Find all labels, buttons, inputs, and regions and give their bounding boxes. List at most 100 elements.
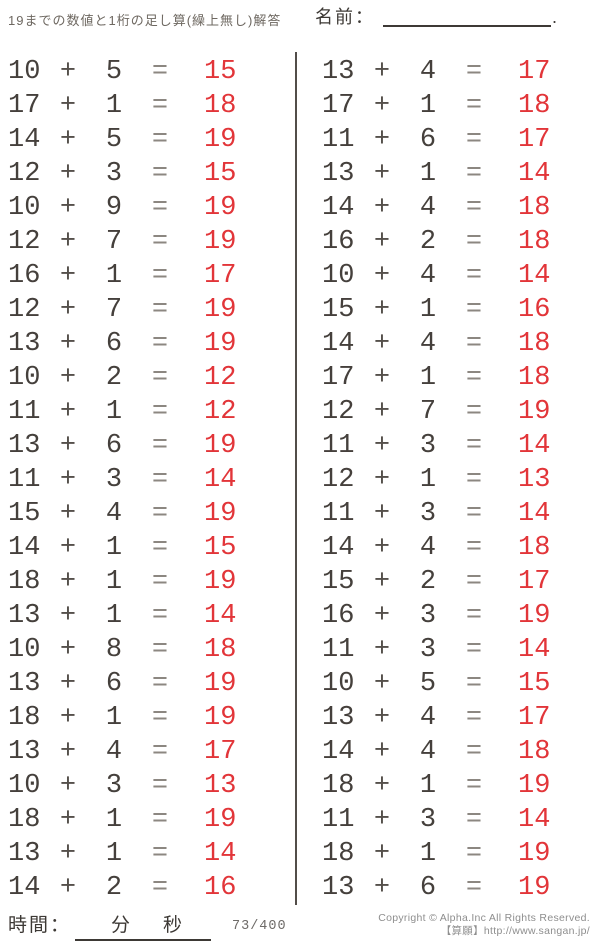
- operand-1: 12: [8, 227, 41, 257]
- equals-sign: =: [465, 839, 483, 869]
- operand-2: 5: [105, 57, 123, 87]
- operand-1: 18: [8, 703, 41, 733]
- equals-sign: =: [465, 601, 483, 631]
- plus-operator: +: [373, 431, 391, 461]
- plus-operator: +: [59, 669, 77, 699]
- operand-1: 11: [322, 125, 355, 155]
- answer-value: 14: [518, 805, 551, 835]
- plus-operator: +: [373, 499, 391, 529]
- equals-sign: =: [151, 329, 169, 359]
- operand-1: 14: [322, 193, 355, 223]
- problem-row: 14 +4 = 18: [322, 191, 572, 225]
- operand-1: 12: [8, 159, 41, 189]
- operand-1: 13: [8, 669, 41, 699]
- time-underline: 分秒: [75, 910, 212, 941]
- equals-sign: =: [151, 397, 169, 427]
- problem-row: 14 +2 = 16: [8, 871, 258, 905]
- problem-row: 18 +1 = 19: [322, 769, 572, 803]
- problem-row: 13 +6 = 19: [8, 429, 258, 463]
- operand-1: 14: [8, 533, 41, 563]
- answer-value: 14: [518, 159, 551, 189]
- plus-operator: +: [59, 873, 77, 903]
- problem-row: 17 +1 = 18: [322, 361, 572, 395]
- plus-operator: +: [59, 499, 77, 529]
- operand-1: 12: [322, 397, 355, 427]
- plus-operator: +: [59, 635, 77, 665]
- problem-row: 12 +7 = 19: [8, 225, 258, 259]
- problem-row: 12 +7 = 19: [8, 293, 258, 327]
- answer-value: 19: [518, 839, 551, 869]
- answer-value: 19: [204, 125, 237, 155]
- plus-operator: +: [59, 703, 77, 733]
- operand-2: 1: [419, 159, 437, 189]
- answer-value: 19: [518, 397, 551, 427]
- operand-1: 17: [322, 91, 355, 121]
- operand-2: 4: [419, 737, 437, 767]
- plus-operator: +: [373, 159, 391, 189]
- plus-operator: +: [59, 125, 77, 155]
- operand-1: 10: [8, 57, 41, 87]
- operand-2: 1: [419, 91, 437, 121]
- plus-operator: +: [59, 193, 77, 223]
- equals-sign: =: [151, 295, 169, 325]
- equals-sign: =: [465, 193, 483, 223]
- answer-value: 19: [204, 499, 237, 529]
- problem-row: 11 +6 = 17: [322, 123, 572, 157]
- operand-2: 3: [419, 431, 437, 461]
- equals-sign: =: [465, 737, 483, 767]
- operand-2: 3: [105, 159, 123, 189]
- problem-row: 13 +6 = 19: [8, 667, 258, 701]
- equals-sign: =: [151, 737, 169, 767]
- equals-sign: =: [465, 805, 483, 835]
- answer-value: 16: [518, 295, 551, 325]
- operand-1: 17: [8, 91, 41, 121]
- operand-2: 3: [105, 465, 123, 495]
- operand-2: 1: [105, 91, 123, 121]
- plus-operator: +: [373, 227, 391, 257]
- answer-value: 19: [518, 873, 551, 903]
- answer-value: 14: [204, 465, 237, 495]
- equals-sign: =: [151, 635, 169, 665]
- operand-1: 11: [8, 397, 41, 427]
- answer-value: 17: [204, 737, 237, 767]
- answer-value: 19: [204, 669, 237, 699]
- equals-sign: =: [465, 397, 483, 427]
- problems-column-right: 13 +4 = 17 17 +1 = 18 11 +6 = 17 13 +1 = 14 14 +4 = 18 16 +2 =…: [322, 55, 572, 905]
- answer-value: 17: [518, 125, 551, 155]
- plus-operator: +: [373, 771, 391, 801]
- operand-1: 13: [8, 431, 41, 461]
- equals-sign: =: [465, 703, 483, 733]
- equals-sign: =: [151, 873, 169, 903]
- operand-1: 13: [322, 703, 355, 733]
- equals-sign: =: [465, 533, 483, 563]
- equals-sign: =: [151, 193, 169, 223]
- operand-1: 11: [322, 499, 355, 529]
- problem-row: 11 +3 = 14: [322, 633, 572, 667]
- answer-value: 19: [204, 329, 237, 359]
- problem-row: 10 +4 = 14: [322, 259, 572, 293]
- answer-value: 19: [204, 703, 237, 733]
- operand-2: 1: [105, 805, 123, 835]
- equals-sign: =: [151, 431, 169, 461]
- answer-value: 19: [518, 601, 551, 631]
- operand-2: 1: [105, 533, 123, 563]
- plus-operator: +: [59, 159, 77, 189]
- operand-1: 15: [322, 567, 355, 597]
- problem-row: 14 +1 = 15: [8, 531, 258, 565]
- plus-operator: +: [59, 839, 77, 869]
- plus-operator: +: [373, 397, 391, 427]
- operand-1: 14: [322, 329, 355, 359]
- problem-row: 12 +7 = 19: [322, 395, 572, 429]
- equals-sign: =: [465, 363, 483, 393]
- problem-row: 11 +3 = 14: [322, 497, 572, 531]
- answer-value: 18: [204, 635, 237, 665]
- operand-2: 1: [105, 703, 123, 733]
- operand-1: 14: [322, 533, 355, 563]
- answer-value: 16: [204, 873, 237, 903]
- problems-column-left: 10 +5 = 15 17 +1 = 18 14 +5 = 19 12 +3 = 15 10 +9 = 19 12 +7 =…: [8, 55, 258, 905]
- operand-2: 1: [105, 397, 123, 427]
- equals-sign: =: [465, 669, 483, 699]
- plus-operator: +: [373, 125, 391, 155]
- answer-value: 14: [518, 431, 551, 461]
- problem-row: 10 +5 = 15: [8, 55, 258, 89]
